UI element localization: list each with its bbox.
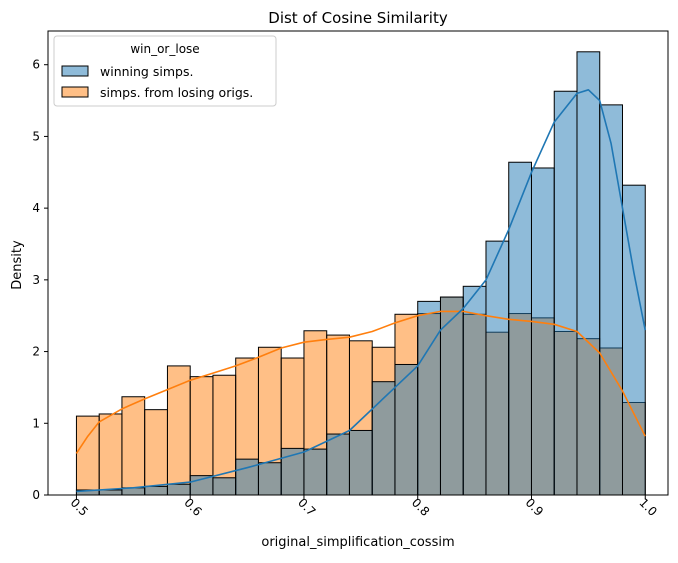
y-tick-label: 2 [32,345,40,359]
bar-winning [212,477,237,496]
bar-winning [98,489,123,496]
kde-curves [75,89,646,493]
y-tick-label: 5 [32,129,40,143]
x-tick-label: 0.6 [181,495,204,518]
y-axis-label: Density [10,240,25,290]
bar-winning [326,433,350,496]
bar-winning [485,240,510,496]
bar-losing [98,413,123,496]
bar-winning [144,485,168,496]
legend-swatch-winning [61,65,89,77]
bar-losing [144,409,168,496]
x-tick-label: 0.7 [295,495,318,518]
kde-line-losing [75,310,646,454]
y-tick-label: 6 [32,58,40,72]
y-tick-label: 4 [32,201,40,215]
bar-winning [348,429,373,496]
legend: win_or_lose winning simps. simps. from l… [53,35,277,107]
x-tick-label: 0.5 [68,495,91,518]
bar-winning [462,285,487,496]
y-tick-label: 1 [32,416,40,430]
y-tick-label: 3 [32,273,40,287]
bar-winning [508,161,532,496]
chart-title: Dist of Cosine Similarity [268,9,448,27]
bar-winning [235,458,259,496]
bar-winning [553,90,578,496]
bar-losing [75,415,100,496]
bar-winning [166,483,191,496]
x-axis-label: original_simplification_cossim [261,535,454,550]
bar-winning [530,167,555,496]
legend-label-winning: winning simps. [100,64,193,79]
bar-losing [121,396,146,496]
x-tick-label: 0.9 [523,495,546,518]
x-tick-label: 1.0 [636,495,659,518]
legend-label-losing: simps. from losing origs. [100,85,253,100]
plot-frame [47,30,669,496]
bar-winning [576,51,601,496]
kde-line-winning [76,89,646,493]
x-tick-label: 0.8 [409,495,432,518]
bar-winning [599,104,623,496]
y-axis: 0 1 2 3 4 5 6 [32,58,48,502]
legend-swatch-losing [61,86,89,98]
x-axis: 0.5 0.6 0.7 0.8 0.9 1.0 [68,495,660,519]
legend-title: win_or_lose [130,42,199,56]
bar-winning [257,462,282,496]
bar-losing [212,374,237,496]
bars-winning-series [75,51,646,496]
bar-winning [303,448,328,496]
bar-winning [417,300,441,496]
legend-box [53,35,277,107]
y-tick-label: 0 [32,488,40,502]
